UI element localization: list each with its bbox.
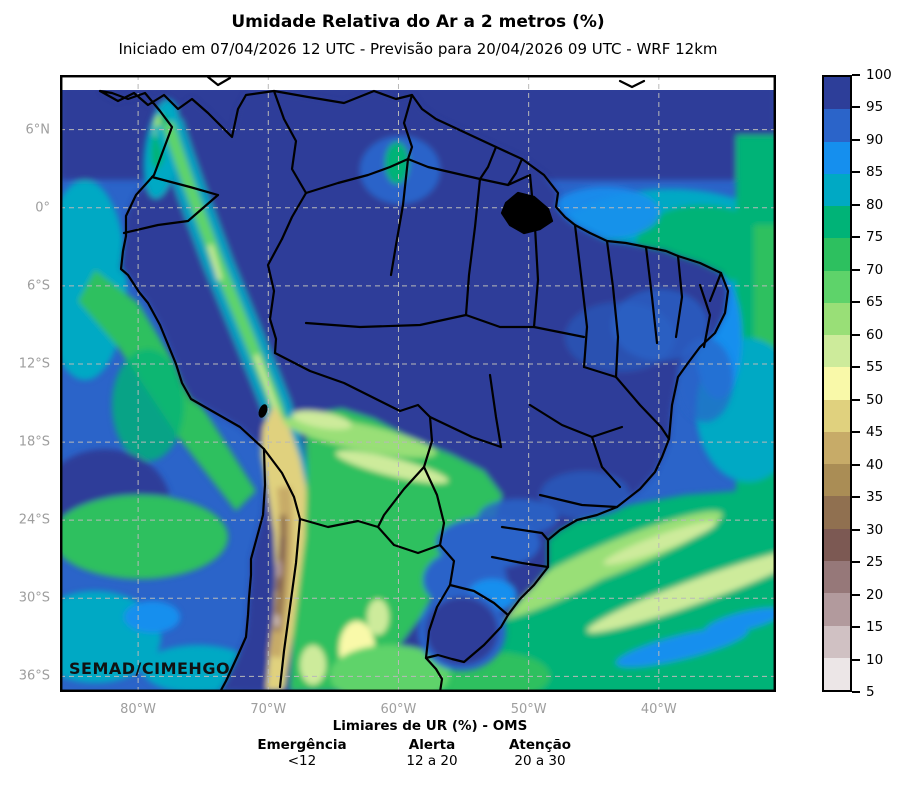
colorbar-segment xyxy=(824,238,850,271)
coastlines-borders xyxy=(98,75,730,692)
colorbar-tick-label: 100 xyxy=(866,67,892,83)
colorbar-segment xyxy=(824,77,850,110)
colorbar-segment xyxy=(824,270,850,303)
colorbar-gradient xyxy=(822,75,852,692)
map-frame xyxy=(60,75,776,692)
colorbar-tickmark xyxy=(852,203,860,206)
colorbar-segment xyxy=(824,431,850,465)
x-tick-label: 40°W xyxy=(640,702,677,717)
colorbar-tickmark xyxy=(852,333,860,336)
colorbar-tick-label: 55 xyxy=(866,359,884,376)
colorbar-tickmark xyxy=(852,366,860,369)
colorbar-segment xyxy=(824,141,850,174)
colorbar-segment xyxy=(824,302,850,336)
colorbar-tickmark xyxy=(852,431,860,434)
colorbar-tick-label: 85 xyxy=(866,164,884,181)
y-tick-label: 6°S xyxy=(26,278,50,294)
oms-threshold-range: 12 a 20 xyxy=(406,753,458,769)
colorbar-tickmark xyxy=(852,74,860,76)
colorbar-tickmark xyxy=(852,463,860,466)
colorbar-tickmark xyxy=(852,528,860,531)
colorbar-tick-label: 5 xyxy=(866,684,875,700)
colorbar-segment xyxy=(824,496,850,529)
colorbar-tickmark xyxy=(852,138,860,141)
x-tick-label: 60°W xyxy=(380,702,417,717)
colorbar-tick-label: 75 xyxy=(866,229,884,246)
colorbar-tick-label: 40 xyxy=(866,456,884,473)
colorbar: 100 95 90 85 80 75 70 65 60 55 50 45 40 35 30 25 20 15 10 5 xyxy=(822,67,917,700)
y-tick-label: 30°S xyxy=(18,590,50,606)
colorbar-tick-label: 95 xyxy=(866,99,884,116)
colorbar-tick-label: 70 xyxy=(866,261,884,278)
x-tick-label: 70°W xyxy=(250,702,287,717)
colorbar-tickmark xyxy=(852,236,860,239)
colorbar-tick-label: 80 xyxy=(866,196,884,213)
x-tick-label: 50°W xyxy=(510,702,547,717)
plot-title: Umidade Relativa do Ar a 2 metros (%) xyxy=(231,12,605,32)
plot-subtitle: Iniciado em 07/04/2026 12 UTC - Previsão… xyxy=(118,40,718,58)
colorbar-segment xyxy=(824,560,850,594)
x-tick-label: 80°W xyxy=(120,702,157,717)
colorbar-segment xyxy=(824,625,850,658)
colorbar-tickmark xyxy=(852,658,860,661)
colorbar-tick-label: 30 xyxy=(866,521,884,538)
colorbar-segment xyxy=(824,399,850,432)
colorbar-tickmark xyxy=(852,691,860,693)
colorbar-segment xyxy=(824,335,850,368)
colorbar-segment xyxy=(824,657,850,691)
colorbar-segment xyxy=(824,593,850,626)
colorbar-segment xyxy=(824,528,850,561)
colorbar-tick-label: 50 xyxy=(866,391,884,408)
colorbar-segment xyxy=(824,464,850,497)
humidity-map-svg xyxy=(60,75,776,692)
colorbar-segment xyxy=(824,109,850,142)
watermark: SEMAD/CIMEHGO xyxy=(69,659,231,678)
y-tick-label: 18°S xyxy=(18,434,50,450)
colorbar-tickmark xyxy=(852,626,860,629)
colorbar-tick-label: 65 xyxy=(866,294,884,311)
colorbar-tickmark xyxy=(852,398,860,401)
colorbar-tick-label: 15 xyxy=(866,619,884,636)
colorbar-segment xyxy=(824,206,850,239)
colorbar-tickmark xyxy=(852,301,860,304)
oms-threshold-range: <12 xyxy=(287,753,317,769)
oms-legend-title: Limiares de UR (%) - OMS xyxy=(332,718,528,734)
colorbar-tickmark xyxy=(852,268,860,271)
colorbar-segment xyxy=(824,173,850,207)
colorbar-tickmark xyxy=(852,593,860,596)
colorbar-tickmark xyxy=(852,496,860,499)
colorbar-tick-label: 10 xyxy=(866,651,884,668)
colorbar-tick-label: 25 xyxy=(866,554,884,571)
colorbar-tick-label: 90 xyxy=(866,131,884,148)
y-tick-label: 6°N xyxy=(25,122,51,138)
colorbar-tick-label: 60 xyxy=(866,326,884,343)
colorbar-tick-label: 20 xyxy=(866,586,884,603)
colorbar-tickmark xyxy=(852,561,860,564)
y-tick-label: 0° xyxy=(35,200,50,216)
oms-threshold-range: 20 a 30 xyxy=(514,753,566,769)
oms-threshold-name: Alerta xyxy=(408,737,456,753)
oms-threshold-name: Emergência xyxy=(257,737,347,753)
colorbar-tick-label: 35 xyxy=(866,489,884,506)
colorbar-tick-label: 45 xyxy=(866,424,884,441)
y-tick-label: 36°S xyxy=(18,668,50,684)
colorbar-tickmark xyxy=(852,171,860,174)
y-tick-label: 12°S xyxy=(18,356,50,372)
colorbar-segment xyxy=(824,367,850,400)
humidity-map: SEMAD/CIMEHGO xyxy=(60,75,776,692)
oms-threshold-name: Atenção xyxy=(508,737,572,753)
graticule xyxy=(60,75,776,692)
y-tick-label: 24°S xyxy=(18,512,50,528)
colorbar-tickmark xyxy=(852,106,860,109)
